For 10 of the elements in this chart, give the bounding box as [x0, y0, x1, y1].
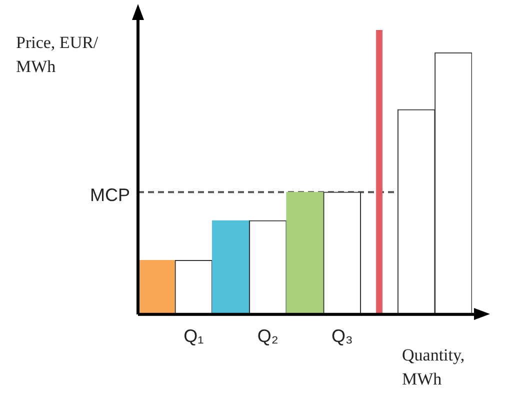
bar: [376, 30, 383, 314]
y-axis-title: Price, EUR/ MWh: [16, 33, 98, 76]
x-tick-label: Q₃: [331, 326, 353, 346]
x-tick-label: Q₁: [184, 326, 204, 346]
bar: [138, 260, 176, 314]
x-tick-label: Q₂: [257, 326, 278, 346]
bar: [212, 220, 250, 314]
bar: [286, 192, 324, 314]
x-axis-title: Quantity, MWh: [402, 345, 465, 388]
ref-line-label: MCP: [90, 185, 130, 206]
